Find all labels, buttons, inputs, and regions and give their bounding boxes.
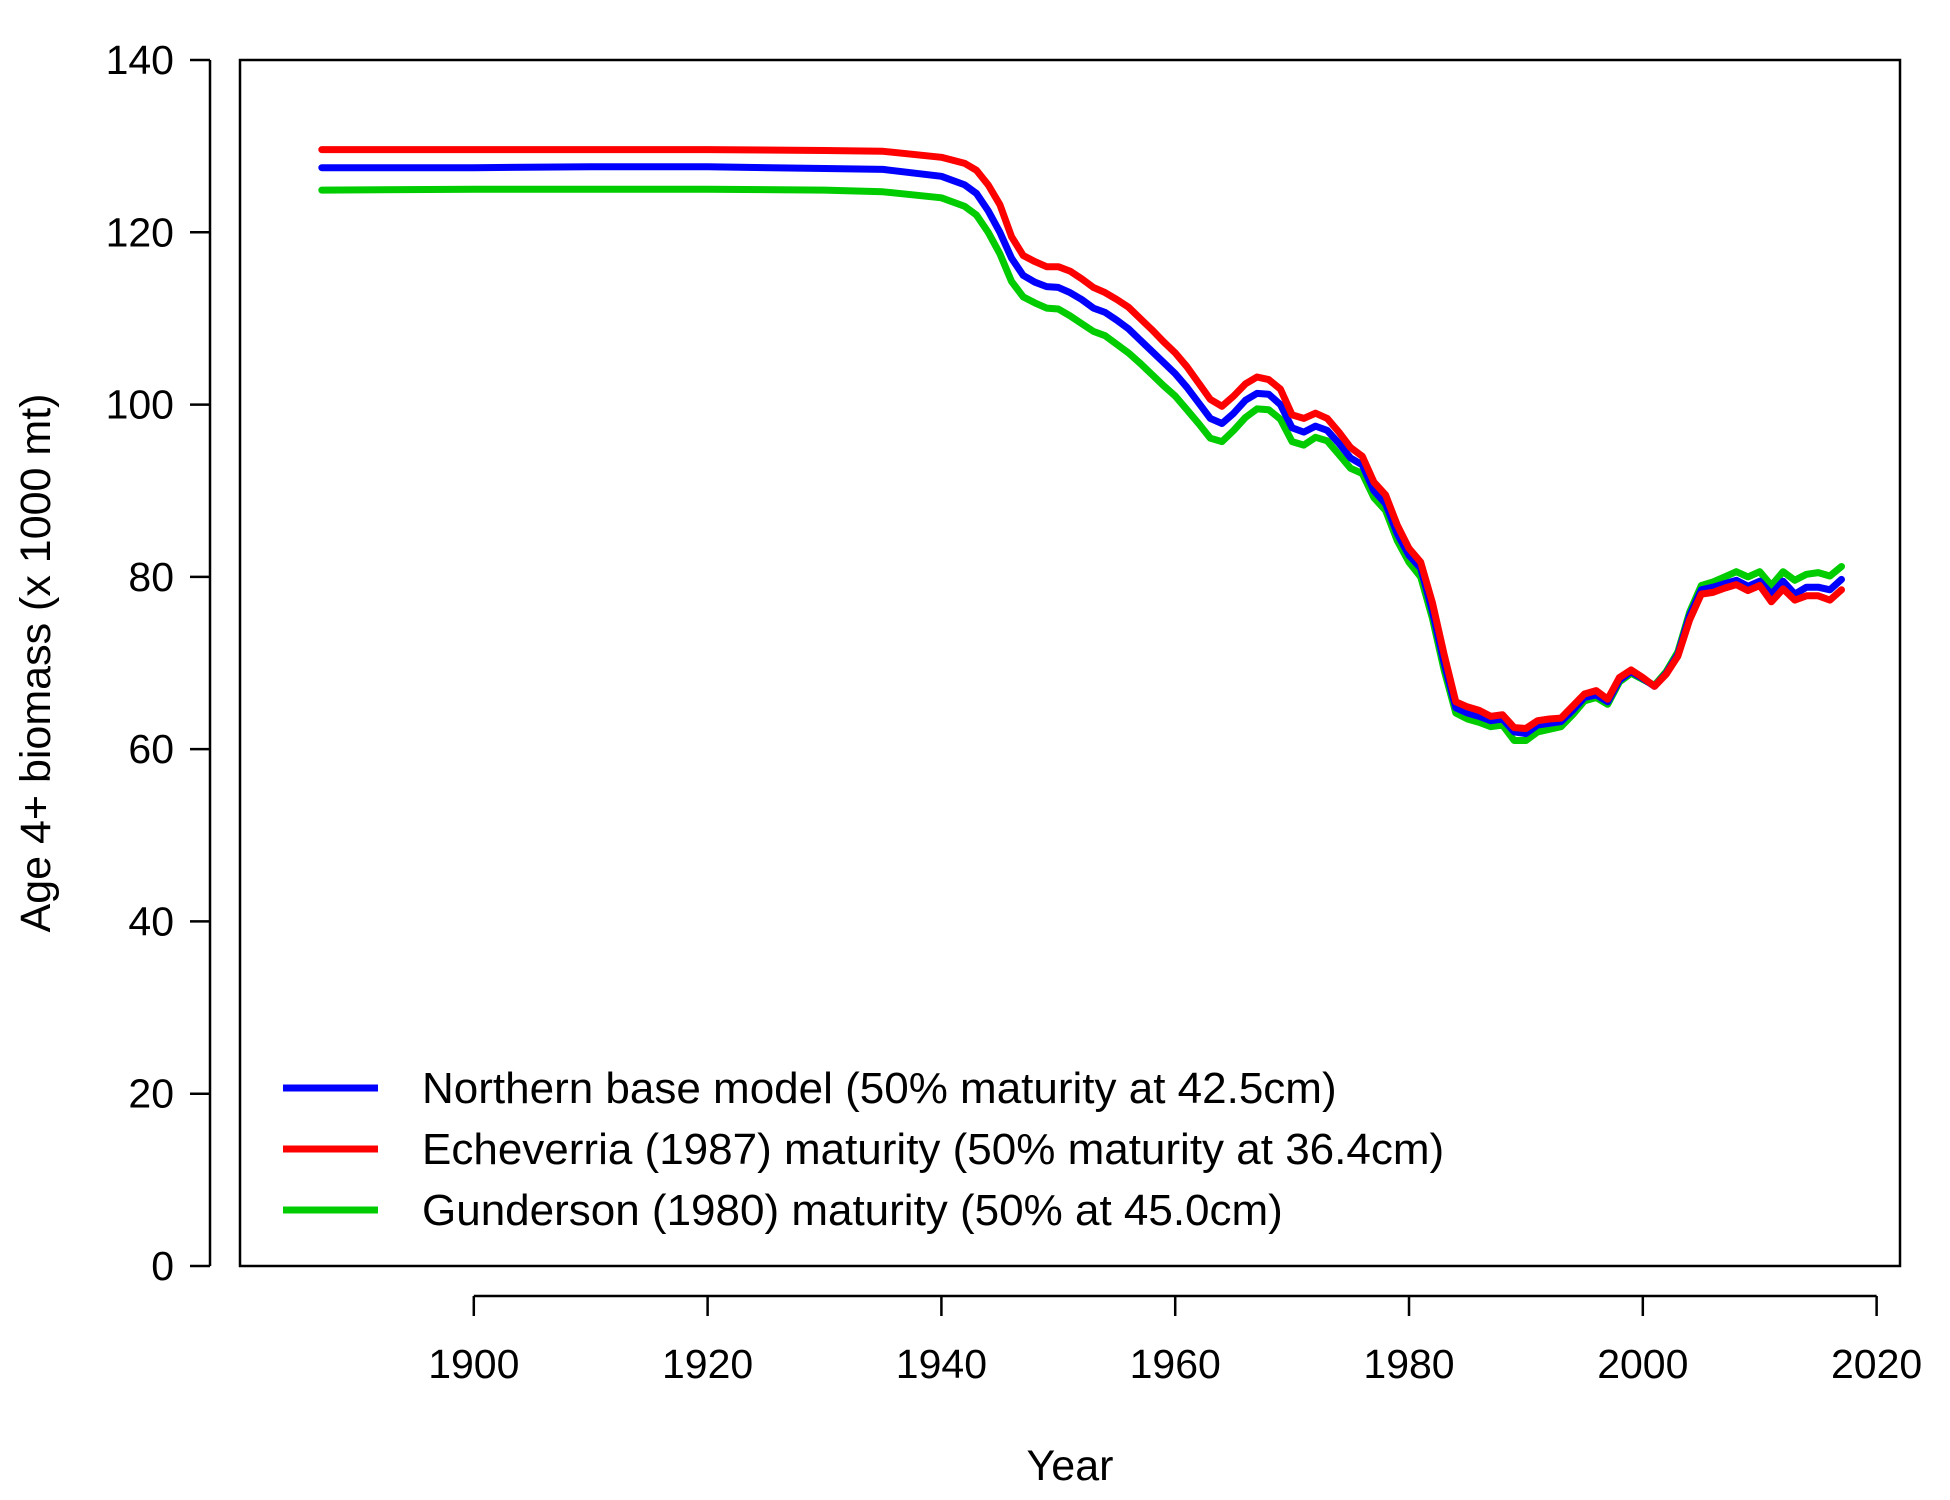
y-tick-label: 60 bbox=[128, 726, 174, 772]
y-tick-label: 100 bbox=[106, 382, 174, 428]
x-tick-label: 2000 bbox=[1597, 1341, 1688, 1387]
y-tick-label: 20 bbox=[128, 1071, 174, 1117]
series-line-1 bbox=[318, 146, 1845, 732]
x-tick-label: 1920 bbox=[662, 1341, 753, 1387]
x-axis-title: Year bbox=[1027, 1442, 1114, 1490]
y-tick-label: 140 bbox=[106, 37, 174, 83]
legend-label-0: Northern base model (50% maturity at 42.… bbox=[422, 1064, 1337, 1113]
x-tick-label: 2020 bbox=[1831, 1341, 1922, 1387]
series-layer bbox=[318, 146, 1845, 744]
x-tick-label: 1960 bbox=[1130, 1341, 1221, 1387]
legend-label-1: Echeverria (1987) maturity (50% maturity… bbox=[422, 1125, 1444, 1174]
y-tick-label: 80 bbox=[128, 554, 174, 600]
legend-label-2: Gunderson (1980) maturity (50% at 45.0cm… bbox=[422, 1186, 1283, 1235]
x-tick-label: 1980 bbox=[1363, 1341, 1454, 1387]
legend: Northern base model (50% maturity at 42.… bbox=[283, 1064, 1444, 1235]
series-line-2 bbox=[318, 185, 1845, 744]
x-tick-label: 1940 bbox=[896, 1341, 987, 1387]
y-tick-label: 40 bbox=[128, 898, 174, 944]
series-line-0 bbox=[318, 163, 1845, 738]
y-axis: 0 20 40 60 80 100 120 140 bbox=[106, 37, 212, 1289]
y-axis-title: Age 4+ biomass (x 1000 mt) bbox=[12, 394, 60, 933]
y-tick-label: 0 bbox=[151, 1243, 174, 1289]
x-tick-label: 1900 bbox=[428, 1341, 519, 1387]
y-tick-label: 120 bbox=[106, 209, 174, 255]
plot-frame bbox=[238, 58, 1902, 1268]
x-axis: 1900 1920 1940 1960 1980 2000 2020 bbox=[428, 1294, 1922, 1387]
